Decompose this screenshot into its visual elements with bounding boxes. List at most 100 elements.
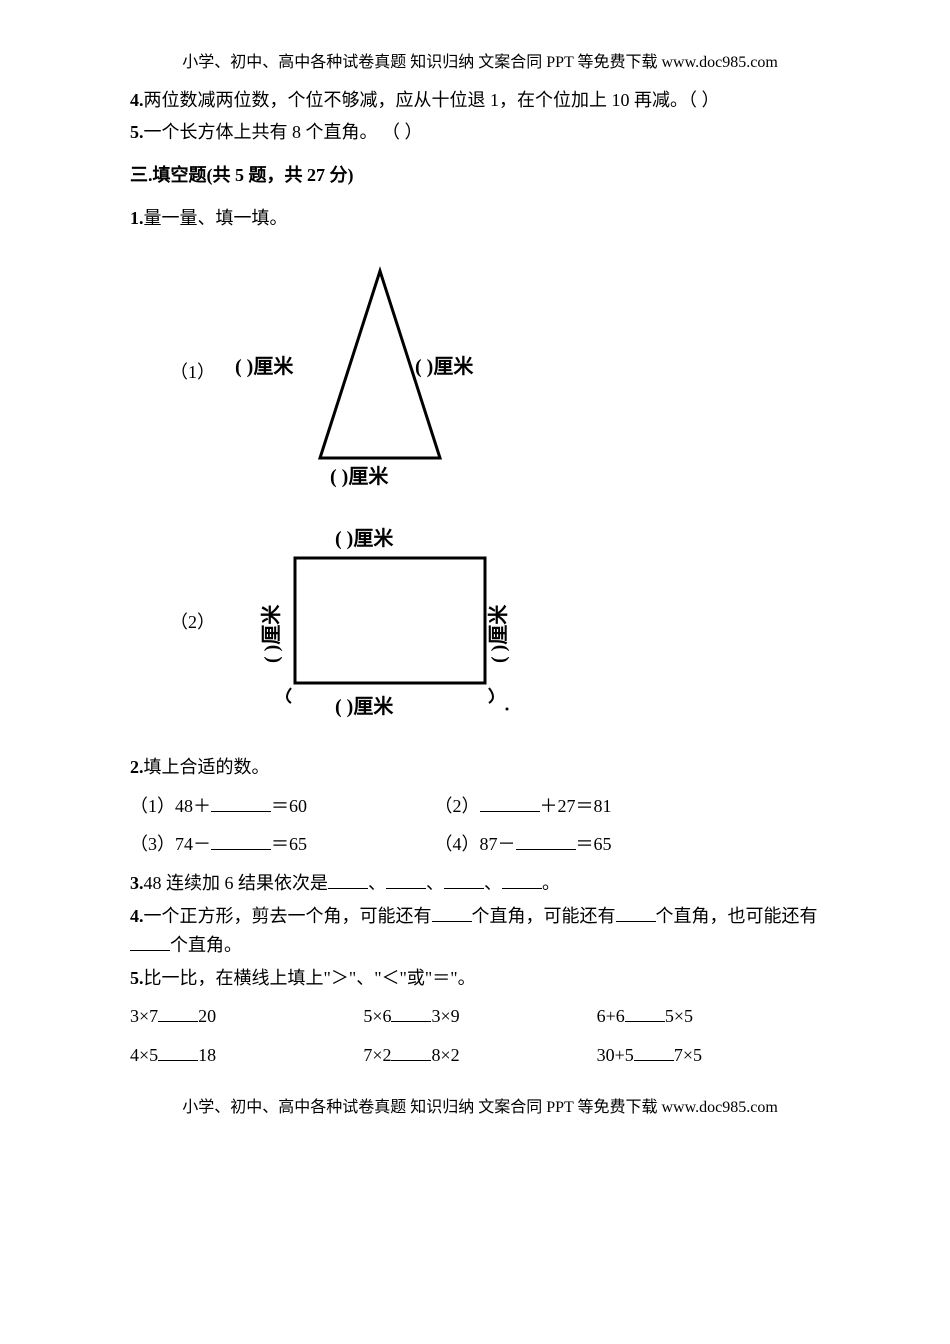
s3q1-number: 1. bbox=[130, 208, 144, 228]
rect-left-label: ( )厘米 bbox=[260, 603, 283, 662]
cmp-r2c2a: 7×2 bbox=[363, 1045, 391, 1065]
cmp-r2c1a: 4×5 bbox=[130, 1045, 158, 1065]
cmp-r1c2-blank bbox=[391, 1004, 431, 1022]
compare-row-1: 3×7 20 5×6 3×9 6+6 5×5 bbox=[130, 1002, 830, 1031]
rectangle-shape bbox=[295, 558, 485, 683]
eq4-blank bbox=[516, 832, 576, 850]
eq2-label: （2） bbox=[435, 796, 480, 816]
eq1: （1）48＋ ＝60 bbox=[130, 792, 430, 821]
cmp-r1c3b: 5×5 bbox=[665, 1006, 693, 1026]
s3q3-sep2: 、 bbox=[426, 873, 444, 893]
s3-question-4: 4.一个正方形，剪去一个角，可能还有 个直角，可能还有 个直角，也可能还有个直角。 bbox=[130, 902, 830, 960]
s3q4-text-a: 一个正方形，剪去一个角，可能还有 bbox=[144, 906, 432, 926]
eq2-blank bbox=[480, 794, 540, 812]
question-5: 5.一个长方体上共有 8 个直角。 （ ） bbox=[130, 118, 830, 147]
eq4: （4）87－ ＝65 bbox=[435, 830, 612, 859]
rect-right-label: ( )厘米 bbox=[487, 603, 510, 662]
cmp-r2c3-blank bbox=[634, 1043, 674, 1061]
s3q3-sep1: 、 bbox=[368, 873, 386, 893]
s3-question-2: 2.填上合适的数。 bbox=[130, 753, 830, 782]
cmp-r2c1b: 18 bbox=[198, 1045, 216, 1065]
rect-br-curve bbox=[489, 688, 493, 703]
rect-dot bbox=[506, 707, 509, 710]
cmp-r1c1a: 3×7 bbox=[130, 1006, 158, 1026]
rectangle-subquestion: （2） ( )厘米 ( )厘米 ( )厘米 ( )厘米 bbox=[170, 523, 830, 723]
cmp-r2c3a: 30+5 bbox=[597, 1045, 634, 1065]
section-3-title: 三.填空题(共 5 题，共 27 分) bbox=[130, 161, 830, 190]
s3q4-text-b: 个直角，可能还有 bbox=[472, 906, 616, 926]
equation-row-2: （3）74－ ＝65 （4）87－ ＝65 bbox=[130, 830, 830, 859]
eq3: （3）74－ ＝65 bbox=[130, 830, 430, 859]
s3q4-blank3 bbox=[130, 933, 170, 951]
cmp-r1c1b: 20 bbox=[198, 1006, 216, 1026]
eq1-label: （1）48＋ bbox=[130, 796, 211, 816]
q5-number: 5. bbox=[130, 122, 144, 142]
s3q3-blank1 bbox=[328, 871, 368, 889]
s3q3-end: 。 bbox=[542, 873, 560, 893]
s3q4-text-d: 个直角。 bbox=[170, 935, 242, 955]
s3q2-text: 填上合适的数。 bbox=[144, 757, 270, 777]
s3q4-text-c: 个直角，也可能还有 bbox=[656, 906, 818, 926]
q5-text: 一个长方体上共有 8 个直角。 （ ） bbox=[144, 122, 423, 142]
q4-text: 两位数减两位数，个位不够减，应从十位退 1，在个位加上 10 再减。（ ） bbox=[144, 90, 720, 110]
s3q4-blank1 bbox=[432, 904, 472, 922]
question-4: 4.两位数减两位数，个位不够减，应从十位退 1，在个位加上 10 再减。（ ） bbox=[130, 86, 830, 115]
cmp-r2c2: 7×2 8×2 bbox=[363, 1041, 596, 1070]
eq2-suffix: ＋27＝81 bbox=[540, 796, 612, 816]
cmp-r2c3b: 7×5 bbox=[674, 1045, 702, 1065]
cmp-r1c2a: 5×6 bbox=[363, 1006, 391, 1026]
s3-question-5: 5.比一比，在横线上填上"＞"、"＜"或"＝"。 bbox=[130, 964, 830, 993]
cmp-r2c1: 4×5 18 bbox=[130, 1041, 363, 1070]
rect-top-label: ( )厘米 bbox=[335, 527, 394, 550]
cmp-r1c3: 6+6 5×5 bbox=[597, 1002, 830, 1031]
s3-question-3: 3.48 连续加 6 结果依次是 、 、 、 。 bbox=[130, 869, 830, 898]
s3q3-blank4 bbox=[502, 871, 542, 889]
q4-number: 4. bbox=[130, 90, 144, 110]
s3q3-blank3 bbox=[444, 871, 484, 889]
s3q2-number: 2. bbox=[130, 757, 144, 777]
s3q4-number: 4. bbox=[130, 906, 144, 926]
rectangle-diagram: ( )厘米 ( )厘米 ( )厘米 ( )厘米 bbox=[235, 523, 555, 723]
s3q3-text-a: 48 连续加 6 结果依次是 bbox=[144, 873, 329, 893]
cmp-r1c3-blank bbox=[625, 1004, 665, 1022]
s3-question-1: 1.量一量、填一填。 bbox=[130, 204, 830, 233]
cmp-r2c3: 30+5 7×5 bbox=[597, 1041, 830, 1070]
rect-bottom-label: ( )厘米 bbox=[335, 695, 394, 718]
cmp-r1c2b: 3×9 bbox=[431, 1006, 459, 1026]
s3q3-sep3: 、 bbox=[484, 873, 502, 893]
cmp-r1c2: 5×6 3×9 bbox=[363, 1002, 596, 1031]
cmp-r1c1: 3×7 20 bbox=[130, 1002, 363, 1031]
triangle-subquestion: （1） ( )厘米 ( )厘米 ( )厘米 bbox=[170, 253, 830, 493]
cmp-r2c1-blank bbox=[158, 1043, 198, 1061]
rect-bl-curve bbox=[287, 688, 291, 703]
s3q4-blank2 bbox=[616, 904, 656, 922]
page-footer: 小学、初中、高中各种试卷真题 知识归纳 文案合同 PPT 等免费下载 www.d… bbox=[130, 1095, 830, 1121]
eq1-suffix: ＝60 bbox=[271, 796, 307, 816]
cmp-r2c2-blank bbox=[391, 1043, 431, 1061]
equation-row-1: （1）48＋ ＝60 （2） ＋27＝81 bbox=[130, 792, 830, 821]
triangle-bottom-label: ( )厘米 bbox=[330, 465, 389, 488]
sub1-label: （1） bbox=[170, 358, 215, 387]
page-header: 小学、初中、高中各种试卷真题 知识归纳 文案合同 PPT 等免费下载 www.d… bbox=[130, 50, 830, 76]
eq3-suffix: ＝65 bbox=[271, 834, 307, 854]
triangle-diagram: ( )厘米 ( )厘米 ( )厘米 bbox=[235, 253, 555, 493]
eq4-label: （4）87－ bbox=[435, 834, 516, 854]
eq1-blank bbox=[211, 794, 271, 812]
sub2-label: （2） bbox=[170, 608, 215, 637]
cmp-r2c2b: 8×2 bbox=[431, 1045, 459, 1065]
s3q1-text: 量一量、填一填。 bbox=[144, 208, 288, 228]
s3q3-number: 3. bbox=[130, 873, 144, 893]
cmp-r1c1-blank bbox=[158, 1004, 198, 1022]
diagram-area: （1） ( )厘米 ( )厘米 ( )厘米 （2） ( )厘米 ( )厘米 ( … bbox=[170, 253, 830, 723]
eq3-blank bbox=[211, 832, 271, 850]
s3q5-number: 5. bbox=[130, 968, 144, 988]
triangle-left-label: ( )厘米 bbox=[235, 355, 294, 378]
eq3-label: （3）74－ bbox=[130, 834, 211, 854]
eq4-suffix: ＝65 bbox=[576, 834, 612, 854]
eq2: （2） ＋27＝81 bbox=[435, 792, 612, 821]
triangle-right-label: ( )厘米 bbox=[415, 355, 474, 378]
s3q5-text: 比一比，在横线上填上"＞"、"＜"或"＝"。 bbox=[144, 968, 476, 988]
s3q3-blank2 bbox=[386, 871, 426, 889]
compare-row-2: 4×5 18 7×2 8×2 30+5 7×5 bbox=[130, 1041, 830, 1070]
cmp-r1c3a: 6+6 bbox=[597, 1006, 625, 1026]
